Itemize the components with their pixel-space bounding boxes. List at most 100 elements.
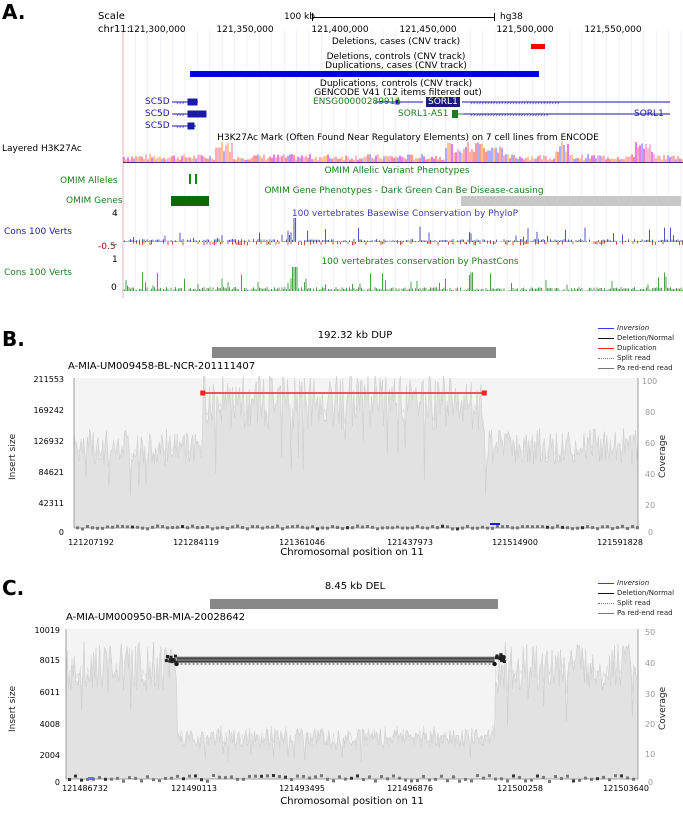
h3k27ac-signal bbox=[549, 158, 551, 163]
dup-xtick: 121284119 bbox=[173, 538, 219, 547]
h3k27ac-signal bbox=[349, 159, 351, 163]
omim-allele-mark-1[interactable] bbox=[189, 174, 191, 184]
omim-gene-sc5d-bar[interactable] bbox=[171, 196, 209, 206]
paired-read bbox=[541, 525, 544, 529]
h3k27ac-signal bbox=[241, 158, 243, 163]
h3k27ac-signal bbox=[169, 157, 171, 163]
paired-read bbox=[506, 525, 509, 529]
paired-read bbox=[586, 525, 589, 529]
h3k27ac-signal bbox=[535, 158, 537, 163]
paired-read bbox=[542, 775, 545, 779]
paired-read bbox=[166, 526, 169, 530]
paired-read bbox=[248, 774, 251, 778]
h3k27ac-signal bbox=[469, 152, 471, 163]
h3k27ac-signal bbox=[351, 158, 353, 163]
paired-read bbox=[546, 525, 549, 529]
paired-read bbox=[596, 777, 599, 781]
h3k27ac-signal bbox=[163, 157, 165, 163]
h3k27ac-signal bbox=[329, 157, 331, 163]
gene-sorl1-as1-label[interactable]: SORL1-AS1 bbox=[398, 109, 449, 119]
paired-read bbox=[422, 774, 425, 778]
h3k27ac-signal bbox=[559, 146, 561, 163]
del-ytick: 0 bbox=[54, 778, 60, 787]
paired-read bbox=[434, 777, 437, 781]
paired-read bbox=[106, 525, 109, 529]
h3k27ac-signal bbox=[359, 158, 361, 163]
paired-read bbox=[476, 774, 479, 778]
h3k27ac-signal bbox=[671, 155, 673, 163]
h3k27ac-signal bbox=[267, 158, 269, 163]
duplication-case-bar[interactable] bbox=[190, 71, 539, 77]
h3k27ac-signal bbox=[545, 156, 547, 163]
paired-read bbox=[266, 525, 269, 529]
omim-gene-sorl1-bar[interactable] bbox=[461, 196, 681, 206]
gene-sorl1-label[interactable]: SORL1 bbox=[634, 109, 664, 119]
paired-read bbox=[561, 525, 564, 529]
h3k27ac-signal bbox=[663, 155, 665, 163]
h3k27ac-signal bbox=[675, 159, 677, 163]
phastcons-track bbox=[123, 267, 683, 291]
gene-sc5d-label-2[interactable]: SC5D bbox=[145, 109, 170, 119]
h3k27ac-signal bbox=[403, 157, 405, 163]
h3k27ac-signal bbox=[515, 157, 517, 163]
h3k27ac-signal bbox=[203, 156, 205, 163]
dup-xlabel: Chromosomal position on 11 bbox=[280, 547, 424, 558]
h3k27ac-signal bbox=[239, 157, 241, 163]
dup-plot bbox=[73, 376, 639, 531]
h3k27ac-signal bbox=[221, 142, 223, 163]
paired-read bbox=[596, 527, 599, 531]
h3k27ac-signal bbox=[633, 156, 635, 163]
h3k27ac-signal bbox=[603, 155, 605, 163]
h3k27ac-signal bbox=[365, 156, 367, 163]
paired-read bbox=[346, 526, 349, 530]
gene-ensg-label[interactable]: ENSG00000289911 bbox=[313, 97, 402, 107]
paired-read bbox=[608, 778, 611, 782]
del-y2tick: 10 bbox=[645, 750, 656, 759]
dup-xtick: 121361046 bbox=[279, 538, 325, 547]
del-y2tick: 20 bbox=[645, 720, 656, 729]
scale-bar bbox=[312, 17, 494, 18]
h3k27ac-signal bbox=[553, 158, 555, 163]
gene-sorl1-highlight[interactable]: SORL1 bbox=[426, 97, 460, 107]
h3k27ac-signal bbox=[217, 147, 219, 163]
paired-read bbox=[152, 778, 155, 782]
omim-alleles-label: OMIM Alleles bbox=[60, 176, 118, 186]
scale-bar-label: 100 kb bbox=[284, 12, 315, 22]
del-ylabel: Insert size bbox=[8, 685, 18, 732]
h3k27ac-signal bbox=[579, 158, 581, 163]
h3k27ac-signal bbox=[397, 157, 399, 163]
dup-title: 192.32 kb DUP bbox=[317, 330, 393, 341]
h3k27ac-signal bbox=[427, 159, 429, 163]
h3k27ac-signal bbox=[235, 159, 237, 163]
paired-read bbox=[161, 525, 164, 529]
h3k27ac-signal bbox=[599, 155, 601, 163]
h3k27ac-signal bbox=[503, 155, 505, 163]
deletion-case-bar[interactable] bbox=[531, 44, 545, 49]
h3k27ac-signal bbox=[489, 150, 491, 163]
h3k27ac-signal bbox=[379, 157, 381, 163]
omim-allele-mark-2[interactable] bbox=[195, 174, 197, 184]
paired-read bbox=[176, 525, 179, 529]
paired-read bbox=[86, 777, 89, 781]
gene-sc5d-label-3[interactable]: SC5D bbox=[145, 121, 170, 131]
paired-read bbox=[156, 524, 159, 528]
deletion-read-end bbox=[494, 656, 498, 660]
gene-sc5d-label-1[interactable]: SC5D bbox=[145, 97, 170, 107]
h3k27ac-signal bbox=[295, 159, 297, 163]
paired-read bbox=[181, 525, 184, 529]
dup-ytick: 0 bbox=[58, 528, 64, 537]
paired-read bbox=[631, 524, 634, 528]
paired-read bbox=[316, 527, 319, 531]
h3k27ac-signal bbox=[287, 155, 289, 163]
h3k27ac-signal bbox=[667, 155, 669, 163]
h3k27ac-signal bbox=[191, 158, 193, 163]
h3k27ac-signal bbox=[471, 149, 473, 163]
h3k27ac-signal bbox=[527, 156, 529, 163]
legend-deletion-line bbox=[598, 593, 614, 594]
paired-read bbox=[488, 774, 491, 778]
h3k27ac-signal bbox=[587, 154, 589, 163]
paired-read bbox=[362, 778, 365, 782]
paired-read bbox=[286, 525, 289, 529]
h3k27ac-signal bbox=[415, 157, 417, 163]
paired-read bbox=[451, 527, 454, 531]
